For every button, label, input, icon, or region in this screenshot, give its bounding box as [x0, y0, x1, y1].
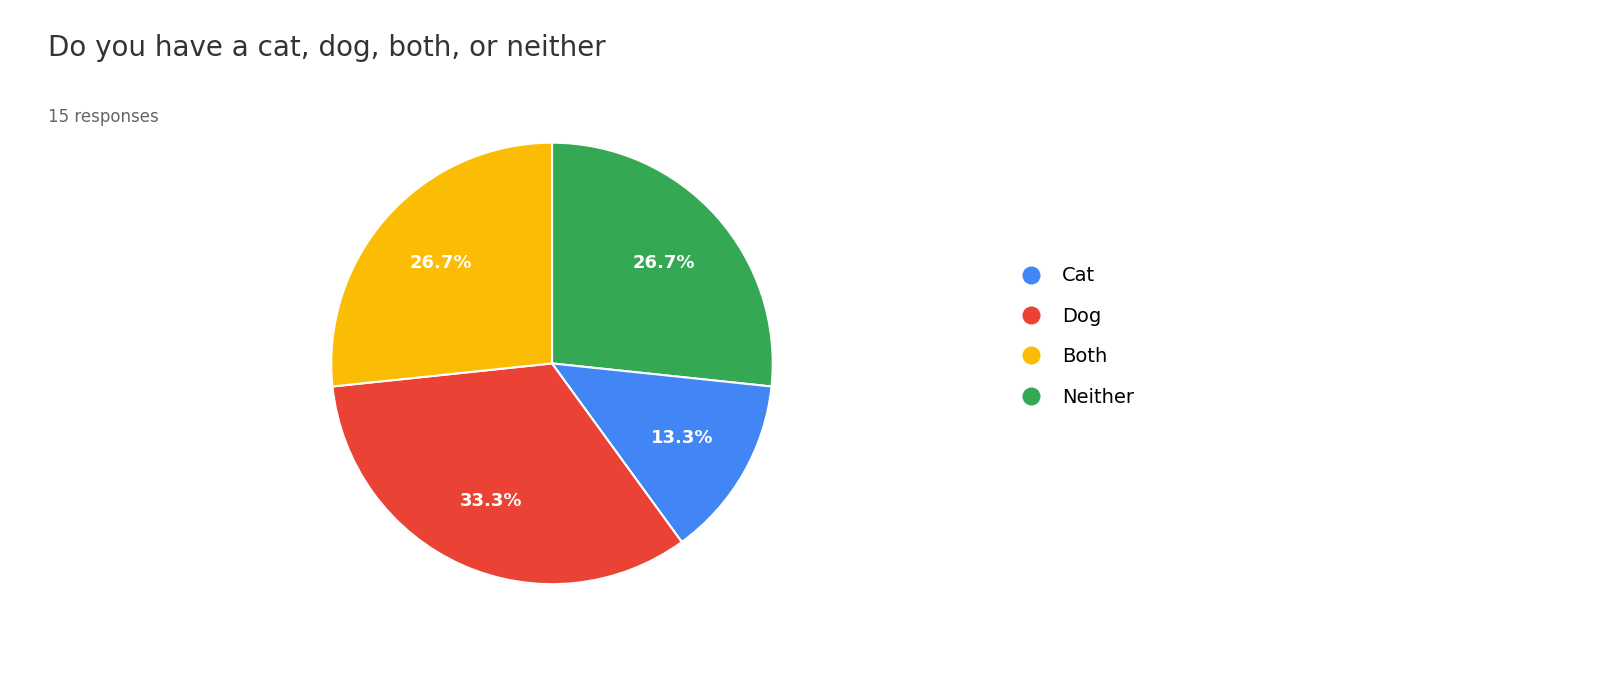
- Text: Do you have a cat, dog, both, or neither: Do you have a cat, dog, both, or neither: [48, 34, 606, 62]
- Text: 13.3%: 13.3%: [651, 429, 714, 448]
- Legend: Cat, Dog, Both, Neither: Cat, Dog, Both, Neither: [1002, 256, 1144, 417]
- Text: 26.7%: 26.7%: [632, 254, 694, 272]
- Wedge shape: [333, 363, 682, 584]
- Wedge shape: [331, 143, 552, 386]
- Wedge shape: [552, 143, 773, 386]
- Text: 26.7%: 26.7%: [410, 254, 472, 272]
- Wedge shape: [552, 363, 771, 542]
- Text: 15 responses: 15 responses: [48, 108, 158, 126]
- Text: 33.3%: 33.3%: [459, 491, 522, 509]
